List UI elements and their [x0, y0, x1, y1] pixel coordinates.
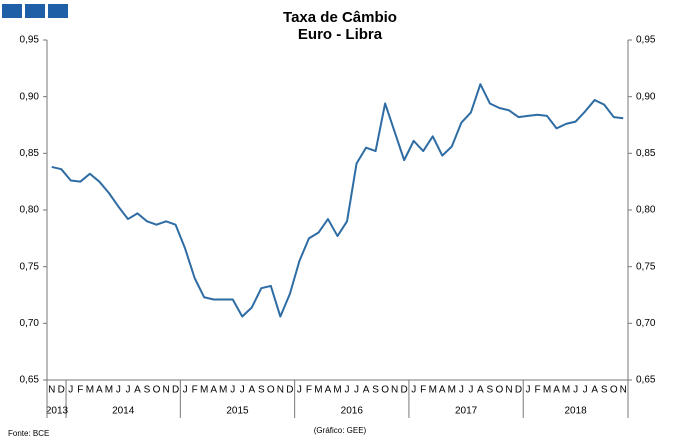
x-tick-label: M: [333, 385, 341, 396]
x-tick-label: S: [487, 385, 494, 396]
chart-title: Taxa de Câmbio: [283, 9, 397, 26]
x-tick-label: J: [345, 385, 350, 396]
x-tick-label: O: [610, 385, 618, 396]
y2-tick-label: 0,90: [636, 91, 656, 102]
x-tick-label: D: [286, 385, 293, 396]
y2-tick-label: 0,85: [636, 148, 656, 159]
x-tick-label: A: [325, 385, 332, 396]
x-tick-label: J: [354, 385, 359, 396]
x-tick-label: J: [240, 385, 245, 396]
y2-tick-label: 0,80: [636, 205, 656, 216]
x-tick-label: J: [116, 385, 121, 396]
x-tick-label: M: [86, 385, 94, 396]
x-tick-label: D: [401, 385, 408, 396]
source: Fonte: BCE: [8, 429, 49, 438]
y-tick-label: 0,90: [20, 91, 40, 102]
x-tick-label: A: [96, 385, 103, 396]
x-tick-label: J: [230, 385, 235, 396]
y2-tick-label: 0,65: [636, 375, 656, 386]
x-tick-label: N: [391, 385, 398, 396]
x-tick-label: M: [562, 385, 570, 396]
x-tick-label: N: [620, 385, 627, 396]
year-label: 2018: [564, 406, 587, 417]
x-tick-label: O: [153, 385, 161, 396]
x-tick-label: J: [297, 385, 302, 396]
x-tick-label: O: [496, 385, 504, 396]
x-tick-label: J: [411, 385, 416, 396]
y-tick-label: 0,85: [20, 148, 40, 159]
x-tick-label: F: [192, 385, 198, 396]
x-tick-label: M: [429, 385, 437, 396]
y2-tick-label: 0,75: [636, 261, 656, 272]
x-tick-label: A: [477, 385, 484, 396]
x-tick-label: J: [583, 385, 588, 396]
y-tick-label: 0,80: [20, 205, 40, 216]
chart-subtitle: Euro - Libra: [298, 26, 383, 43]
y-tick-label: 0,70: [20, 318, 40, 329]
x-tick-label: D: [172, 385, 179, 396]
x-tick-label: S: [144, 385, 151, 396]
x-tick-label: J: [525, 385, 530, 396]
x-tick-label: N: [277, 385, 284, 396]
x-tick-label: A: [439, 385, 446, 396]
x-tick-label: S: [258, 385, 265, 396]
x-tick-label: J: [468, 385, 473, 396]
y-tick-label: 0,95: [20, 35, 40, 46]
x-tick-label: N: [48, 385, 55, 396]
logo-block: [25, 4, 45, 18]
x-tick-label: J: [125, 385, 130, 396]
x-tick-label: A: [363, 385, 370, 396]
y-tick-label: 0,75: [20, 261, 40, 272]
x-tick-label: D: [58, 385, 65, 396]
y2-tick-label: 0,70: [636, 318, 656, 329]
x-tick-label: F: [420, 385, 426, 396]
x-tick-label: N: [162, 385, 169, 396]
year-label: 2017: [455, 406, 478, 417]
x-tick-label: J: [183, 385, 188, 396]
x-tick-label: J: [459, 385, 464, 396]
x-tick-label: S: [601, 385, 608, 396]
y-tick-label: 0,65: [20, 375, 40, 386]
x-tick-label: M: [105, 385, 113, 396]
x-tick-label: A: [248, 385, 255, 396]
y2-tick-label: 0,95: [636, 35, 656, 46]
note: (Gráfico: GEE): [314, 426, 367, 435]
x-tick-label: J: [68, 385, 73, 396]
x-tick-label: M: [314, 385, 322, 396]
x-tick-label: A: [134, 385, 141, 396]
x-tick-label: F: [306, 385, 312, 396]
x-tick-label: M: [543, 385, 551, 396]
x-tick-label: F: [77, 385, 83, 396]
x-tick-label: O: [267, 385, 275, 396]
x-tick-label: N: [505, 385, 512, 396]
logo-block: [2, 4, 22, 18]
x-tick-label: O: [381, 385, 389, 396]
year-label: 2016: [341, 406, 364, 417]
x-tick-label: D: [515, 385, 522, 396]
x-tick-label: F: [534, 385, 540, 396]
logo-block: [48, 4, 68, 18]
x-tick-label: J: [573, 385, 578, 396]
year-label: 2015: [226, 406, 249, 417]
x-tick-label: A: [591, 385, 598, 396]
x-tick-label: A: [210, 385, 217, 396]
data-line: [51, 83, 624, 318]
x-tick-label: M: [219, 385, 227, 396]
x-tick-label: M: [448, 385, 456, 396]
x-tick-label: A: [553, 385, 560, 396]
x-tick-label: S: [372, 385, 379, 396]
year-label: 2013: [46, 406, 69, 417]
year-label: 2014: [112, 406, 135, 417]
x-tick-label: M: [200, 385, 208, 396]
